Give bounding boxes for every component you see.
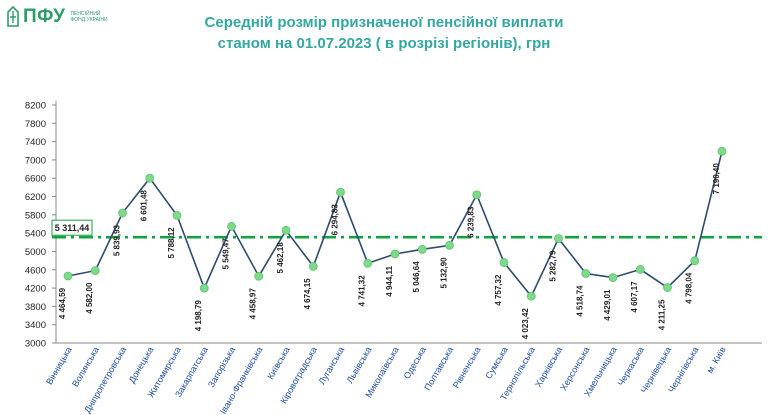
data-label: 4 458,97 (249, 288, 258, 320)
x-tick-label: Рівненська (451, 345, 483, 390)
data-label: 4 741,32 (358, 275, 367, 307)
x-tick-label: Черкаська (616, 345, 646, 388)
x-tick-label: м. Київ (705, 345, 728, 375)
data-point (90, 266, 100, 275)
data-point (281, 225, 291, 235)
data-label: 7 190,40 (712, 163, 721, 195)
data-label: 5 839,93 (113, 224, 122, 256)
data-label: 6 601,48 (140, 190, 149, 222)
data-label: 4 198,79 (194, 300, 203, 332)
x-tick-label: Донецька (127, 345, 156, 385)
data-point (663, 283, 672, 292)
chart-title: Середній розмір призначеної пенсійної ви… (204, 14, 564, 31)
data-label: 5 788,12 (167, 227, 176, 259)
y-tick-label: 3800 (25, 302, 46, 313)
data-point (308, 261, 318, 271)
data-point (199, 283, 209, 293)
y-tick-label: 7000 (25, 155, 46, 166)
data-label: 4 757,32 (494, 274, 503, 306)
data-point (445, 240, 454, 250)
data-label: 5 132,90 (440, 257, 449, 289)
data-point (390, 249, 400, 259)
data-label: 6 294,83 (331, 204, 340, 236)
x-tick-label: Сумська (483, 345, 509, 381)
data-point (63, 271, 73, 281)
y-tick-label: 3000 (25, 339, 46, 350)
data-point (363, 258, 373, 268)
data-point (554, 234, 563, 243)
chart-subtitle: станом на 01.07.2023 ( в розрізі регіоні… (217, 35, 551, 52)
x-tick-label: Одеська (402, 345, 428, 381)
data-point (227, 221, 236, 231)
data-label: 6 239,83 (467, 206, 476, 238)
y-tick-label: 5000 (25, 247, 46, 258)
y-tick-label: 3400 (25, 320, 46, 331)
x-tick-label: Львівська (345, 345, 374, 385)
data-label: 4 674,15 (303, 278, 312, 310)
pfu-logo: ПФУ Пенсійний фонд України (6, 4, 112, 30)
data-point (254, 271, 264, 281)
data-label: 4 429,01 (603, 289, 612, 321)
average-label-box (51, 219, 93, 236)
y-tick-label: 8200 (25, 101, 46, 112)
data-point (336, 187, 345, 197)
data-label: 4 582,00 (85, 282, 94, 314)
x-tick-label: Запорізька (206, 345, 237, 389)
y-tick-label: 6600 (25, 174, 46, 185)
data-point (499, 258, 509, 267)
y-tick-label: 4600 (25, 265, 46, 276)
data-point (526, 291, 536, 301)
y-tick-label: 5800 (25, 210, 46, 221)
data-label: 4 211,25 (658, 299, 667, 330)
x-tick-label: Луганська (317, 345, 347, 386)
data-label: 5 046,64 (412, 261, 421, 293)
y-tick-label: 7400 (25, 137, 46, 148)
data-label: 5 549,47 (222, 238, 231, 270)
y-tick-label: 6200 (25, 192, 46, 203)
data-label: 5 282,79 (549, 250, 558, 282)
pfu-logo-text: ПФУ (23, 6, 66, 27)
data-point (690, 256, 700, 266)
data-label: 4 518,74 (576, 285, 585, 317)
data-point (608, 273, 618, 282)
average-label: 5 311,44 (55, 223, 90, 233)
data-point (145, 173, 155, 183)
data-label: 4 023,42 (521, 308, 530, 340)
data-label: 4 607,17 (630, 281, 639, 313)
x-tick-label: Волинська (70, 345, 101, 388)
pfu-logo-subtitle: Пенсійний фонд України (70, 11, 108, 23)
x-tick-label: Київська (265, 345, 292, 381)
data-label: 4 798,04 (685, 272, 694, 304)
data-point (172, 210, 182, 220)
data-point (635, 265, 645, 274)
data-point (581, 269, 591, 278)
data-label: 4 464,59 (58, 287, 67, 319)
y-tick-label: 7800 (25, 119, 46, 130)
x-tick-label: Харківська (533, 345, 564, 389)
pfu-logo-icon (6, 6, 20, 28)
data-label: 5 462,18 (276, 242, 285, 274)
series-line (67, 151, 723, 298)
data-point (417, 244, 427, 254)
y-tick-label: 5400 (25, 229, 46, 240)
y-tick-label: 4200 (25, 284, 46, 295)
data-point (717, 146, 727, 156)
x-tick-label: Вінницька (44, 345, 74, 386)
data-point (472, 190, 482, 200)
data-label: 4 944,11 (385, 265, 394, 296)
data-point (118, 208, 127, 218)
